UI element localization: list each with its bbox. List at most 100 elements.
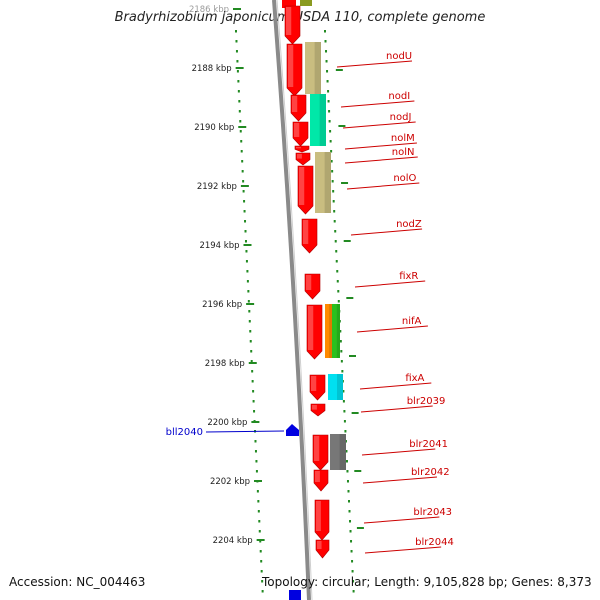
scale-label: 2186 kbp <box>189 5 229 15</box>
cyan-block-shade <box>337 374 343 400</box>
green-block-shade <box>336 304 340 358</box>
minor-tick-left <box>260 570 263 573</box>
leader-line <box>336 60 413 68</box>
gene-arrow-shade <box>314 436 320 461</box>
minor-tick-right <box>329 130 332 133</box>
gene-arrow-shade <box>317 541 322 549</box>
minor-tick-left <box>235 40 238 43</box>
scale-label: 2200 kbp <box>207 418 247 428</box>
minor-tick-left <box>256 490 259 493</box>
minor-tick-right <box>332 190 335 193</box>
scale-label: 2198 kbp <box>205 359 245 369</box>
minor-tick-right <box>334 240 337 243</box>
gene-arrow-shade <box>288 45 294 87</box>
minor-tick-right <box>334 230 337 233</box>
green-block <box>332 304 340 358</box>
gene-label-nolO: nolO <box>393 173 416 184</box>
gene-label-nodI: nodI <box>388 91 410 102</box>
minor-tick-left <box>255 470 258 473</box>
minor-tick-left <box>237 80 240 83</box>
minor-tick-left <box>244 220 247 223</box>
gene-arrow-shade <box>312 405 317 410</box>
minor-tick-right <box>350 550 353 553</box>
minor-tick-left <box>251 370 254 373</box>
gene-arrow-shade <box>315 471 320 482</box>
gene-arrow-shade <box>308 306 314 350</box>
minor-tick-right <box>343 410 346 413</box>
orange-block <box>325 304 332 358</box>
minor-tick-left <box>245 260 248 263</box>
minor-tick-right <box>341 370 344 373</box>
minor-tick-right <box>348 510 351 513</box>
gene-label-fixA: fixA <box>405 373 424 384</box>
minor-tick-right <box>347 490 350 493</box>
minor-tick-left <box>261 590 264 593</box>
minor-tick-left <box>248 310 251 313</box>
minor-tick-left <box>236 70 239 73</box>
minor-tick-left <box>247 300 250 303</box>
minor-tick-left <box>248 320 251 323</box>
minor-tick-right <box>346 470 349 473</box>
minor-tick-left <box>237 90 240 93</box>
minor-tick-left <box>244 240 247 243</box>
scale-label: 2188 kbp <box>192 64 232 74</box>
scale-label: 2190 kbp <box>194 123 234 133</box>
minor-tick-right <box>332 200 335 203</box>
minor-tick-left <box>252 400 255 403</box>
teal-block-shade <box>319 94 326 146</box>
minor-tick-left <box>259 550 262 553</box>
minor-tick-left <box>257 510 260 513</box>
leader-line <box>360 405 433 413</box>
olive-block <box>315 152 331 213</box>
feature-layer <box>282 0 346 600</box>
feature-top-olive <box>300 0 312 6</box>
gene-arrow-shade <box>292 96 298 112</box>
minor-tick-right <box>337 290 340 293</box>
minor-tick-left <box>241 170 244 173</box>
minor-tick-right <box>329 140 332 143</box>
gene-label-fixR: fixR <box>399 271 418 282</box>
minor-tick-right <box>325 50 328 53</box>
minor-tick-left <box>254 450 257 453</box>
minor-tick-right <box>330 150 333 153</box>
genome-backbone <box>272 0 313 600</box>
gene-arrow-shade <box>286 7 292 35</box>
minor-tick-right <box>349 520 352 523</box>
gray-block <box>330 434 346 470</box>
minor-tick-right <box>349 530 352 533</box>
minor-tick-right <box>325 60 328 63</box>
olive-block <box>305 42 321 94</box>
minor-tick-right <box>352 580 355 583</box>
minor-tick-left <box>241 160 244 163</box>
minor-tick-left <box>257 500 260 503</box>
gene-arrow-shade <box>299 167 305 205</box>
gene-label-nolN: nolN <box>392 147 415 158</box>
gene-label-blr2042: blr2042 <box>411 467 450 478</box>
backbone-highlight <box>276 0 313 600</box>
minor-tick-left <box>238 100 241 103</box>
minor-tick-right <box>344 430 347 433</box>
minor-tick-left <box>242 190 245 193</box>
gene-arrow <box>294 145 310 153</box>
minor-tick-right <box>327 100 330 103</box>
minor-tick-right <box>352 590 355 593</box>
gene-label-nifA: nifA <box>402 316 422 327</box>
minor-tick-left <box>258 520 261 523</box>
leader-line-left <box>205 430 285 433</box>
minor-tick-left <box>253 410 256 413</box>
gene-label-bll2040: bll2040 <box>166 427 203 438</box>
minor-tick-left <box>240 150 243 153</box>
minor-tick-left <box>258 530 261 533</box>
minor-tick-right <box>333 220 336 223</box>
minor-tick-left <box>246 270 249 273</box>
minor-tick-right <box>333 210 336 213</box>
minor-tick-left <box>250 350 253 353</box>
minor-tick-left <box>239 120 242 123</box>
gene-label-nodJ: nodJ <box>390 112 412 123</box>
minor-tick-right <box>324 40 327 43</box>
olive-block-shade <box>314 42 321 94</box>
minor-tick-right <box>342 400 345 403</box>
cyan-block <box>328 374 343 400</box>
minor-tick-right <box>339 330 342 333</box>
gene-label-nodU: nodU <box>386 51 412 62</box>
